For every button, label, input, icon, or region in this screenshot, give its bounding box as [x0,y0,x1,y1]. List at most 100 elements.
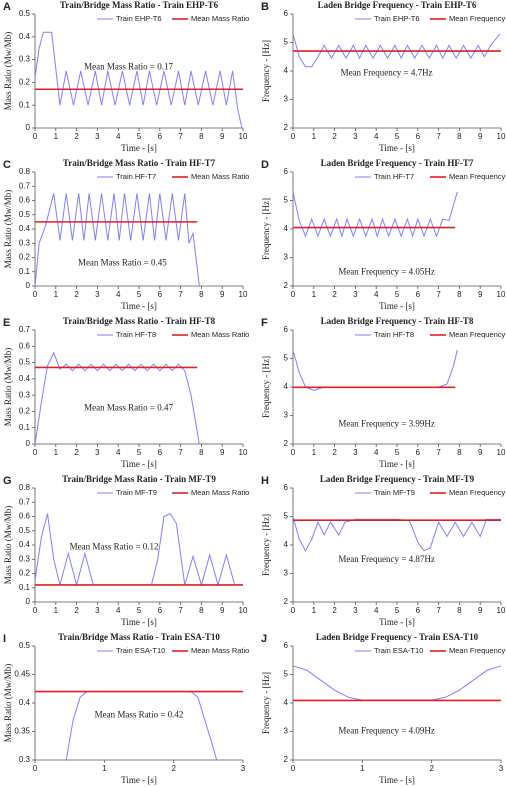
data-line [34,193,200,287]
x-tick-label: 8 [199,132,204,141]
x-tick-label: 9 [478,448,483,457]
chart-title: Laden Bridge Frequency - Train ESA-T10 [316,632,479,642]
x-axis-label: Time - [s] [379,301,415,311]
data-line [34,31,243,129]
x-tick-label: 8 [199,448,204,457]
y-tick-label: 0.4 [19,698,31,707]
y-tick-label: 0.3 [19,238,31,247]
x-tick-label: 10 [239,132,248,141]
x-tick-label: 1 [312,448,317,457]
y-tick-label: 0.3 [19,554,31,563]
x-tick-label: 10 [497,606,506,615]
x-tick-label: 4 [374,132,379,141]
y-tick-label: 0 [26,597,31,606]
x-tick-label: 2 [171,764,176,773]
x-tick-label: 2 [74,290,79,299]
x-tick-label: 10 [239,290,248,299]
chart-title: Laden Bridge Frequency - Train HF-T8 [321,316,474,326]
x-tick-label: 1 [312,606,317,615]
x-tick-label: 6 [416,448,421,457]
x-tick-label: 4 [116,606,121,615]
x-tick-label: 7 [436,606,441,615]
y-tick-label: 3 [284,727,289,736]
x-tick-label: 5 [395,290,400,299]
annotation: Mean Mass Ratio = 0.12 [70,541,159,551]
x-tick-label: 1 [54,132,59,141]
x-tick-label: 1 [312,132,317,141]
data-line [34,513,243,587]
data-line [65,691,218,761]
y-tick-label: 3 [284,411,289,420]
legend-label: Train HF-T7 [116,172,156,181]
x-tick-label: 8 [457,448,462,457]
legend-label: Mean Frequency [449,330,506,339]
x-tick-label: 8 [457,290,462,299]
annotation: Mean Mass Ratio = 0.47 [84,403,173,413]
y-tick-label: 3 [284,95,289,104]
x-tick-label: 2 [332,448,337,457]
chart-title: Laden Bridge Frequency - Train MF-T9 [320,474,475,484]
x-tick-label: 3 [353,132,358,141]
legend-label: Train EHP-T6 [374,14,420,23]
y-tick-label: 0.7 [19,497,31,506]
y-tick-label: 2 [284,123,289,132]
annotation: Mean Frequency = 3.99Hz [338,419,435,429]
y-tick-label: 0.5 [19,9,31,18]
y-axis-label: Frequency - [Hz] [261,672,271,734]
x-tick-label: 3 [499,764,504,773]
y-axis-label: Mass Ratio (Mw/Mb) [3,664,13,743]
y-tick-label: 0.3 [19,755,31,764]
data-line [292,33,501,68]
panel-letter: D [261,159,269,171]
data-line [34,351,200,445]
y-axis-label: Frequency - [Hz] [261,40,271,102]
panel-letter: F [261,317,268,329]
y-tick-label: 0 [26,123,31,132]
chart-title: Laden Bridge Frequency - Train HF-T7 [321,158,474,168]
x-tick-label: 8 [457,606,462,615]
x-tick-label: 0 [33,606,38,615]
x-tick-label: 8 [199,606,204,615]
x-tick-label: 6 [416,606,421,615]
x-tick-label: 3 [95,132,100,141]
y-tick-label: 6 [284,483,289,492]
chart-title: Train/Bridge Mass Ratio - Train HF-T7 [63,158,216,168]
y-tick-label: 5 [284,512,289,521]
y-tick-label: 0.5 [19,641,31,650]
x-tick-label: 6 [158,132,163,141]
x-tick-label: 1 [312,290,317,299]
y-tick-label: 4 [284,382,289,391]
x-tick-label: 5 [137,290,142,299]
x-axis-label: Time - [s] [121,459,157,469]
y-tick-label: 2 [284,597,289,606]
y-tick-label: 0.8 [19,483,31,492]
x-tick-label: 5 [395,448,400,457]
y-tick-label: 0.8 [19,167,31,176]
y-axis-label: Frequency - [Hz] [261,514,271,576]
x-axis-label: Time - [s] [121,617,157,627]
y-tick-label: 0.5 [19,526,31,535]
y-tick-label: 0.3 [19,390,31,399]
x-tick-label: 3 [95,290,100,299]
x-axis-label: Time - [s] [379,143,415,153]
x-tick-label: 3 [353,606,358,615]
x-tick-label: 3 [353,290,358,299]
x-tick-label: 0 [33,290,38,299]
y-tick-label: 3 [284,569,289,578]
y-tick-label: 0.5 [19,358,31,367]
x-tick-label: 9 [220,606,225,615]
y-axis-label: Mass Ratio (Mw/Mb) [3,190,13,269]
x-tick-label: 5 [137,448,142,457]
y-tick-label: 0.4 [19,224,31,233]
y-tick-label: 5 [284,196,289,205]
y-tick-label: 4 [284,224,289,233]
x-tick-label: 1 [54,290,59,299]
y-axis-label: Mass Ratio (Mw/Mb) [3,32,13,111]
x-tick-label: 5 [395,132,400,141]
x-tick-label: 4 [116,448,121,457]
y-tick-label: 2 [284,755,289,764]
y-tick-label: 0.7 [19,181,31,190]
annotation: Mean Frequency = 4.7Hz [341,67,433,77]
y-tick-label: 0.2 [19,253,31,262]
x-tick-label: 2 [74,132,79,141]
